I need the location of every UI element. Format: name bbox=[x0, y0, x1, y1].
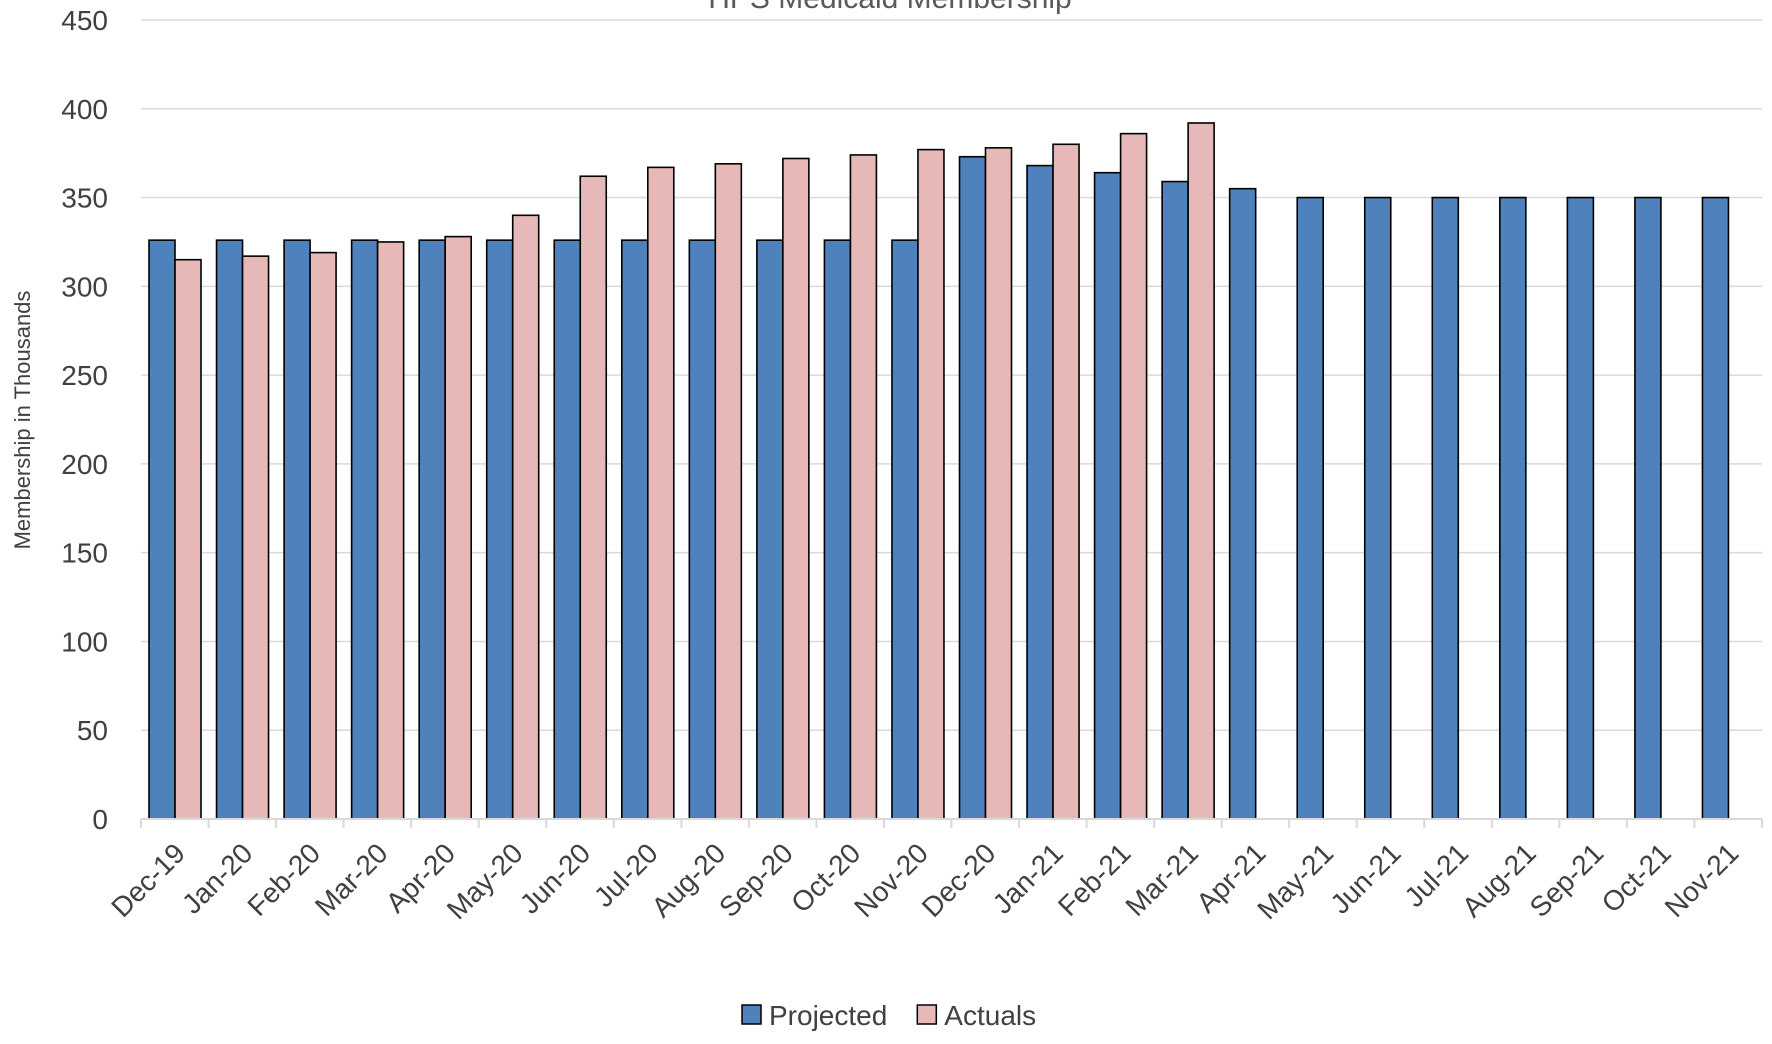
x-tick-label: Jan-20 bbox=[176, 837, 258, 919]
bar-actuals-10 bbox=[849, 154, 878, 820]
legend-label-actuals: Actuals bbox=[944, 1000, 1036, 1031]
x-tick-label: Feb-21 bbox=[1052, 837, 1137, 922]
bar-projected-4 bbox=[418, 239, 446, 820]
x-tick-label: Jun-21 bbox=[1324, 837, 1406, 919]
bar-projected-1 bbox=[215, 239, 244, 820]
x-tick-label: Mar-20 bbox=[309, 837, 394, 922]
bar-projected-23 bbox=[1701, 196, 1730, 820]
y-tick-label: 200 bbox=[61, 449, 108, 480]
bar-projected-16 bbox=[1228, 187, 1257, 820]
bar-projected-14 bbox=[1093, 171, 1122, 820]
bar-projected-8 bbox=[688, 239, 717, 820]
bar-projected-12 bbox=[958, 155, 987, 820]
y-tick-label: 50 bbox=[77, 715, 108, 746]
x-tick-label: Jan-21 bbox=[987, 837, 1069, 919]
legend: Projected Actuals bbox=[741, 1000, 1036, 1031]
x-tick-label: Nov-20 bbox=[848, 837, 934, 923]
bar-projected-6 bbox=[553, 239, 582, 820]
bar-projected-19 bbox=[1431, 196, 1460, 820]
x-tick-label: May-21 bbox=[1251, 837, 1339, 925]
bar-actuals-7 bbox=[646, 166, 675, 820]
bar-actuals-1 bbox=[241, 255, 270, 820]
x-tick-label: Feb-20 bbox=[241, 837, 326, 922]
bar-projected-2 bbox=[283, 239, 311, 820]
y-tick-label: 350 bbox=[61, 183, 108, 214]
bar-actuals-6 bbox=[579, 175, 608, 820]
x-tick-label: May-20 bbox=[441, 837, 529, 925]
bars bbox=[148, 122, 1730, 820]
legend-label-projected: Projected bbox=[769, 1000, 887, 1031]
x-tick-label: Aug-20 bbox=[646, 837, 732, 923]
x-tick-label: Aug-21 bbox=[1456, 837, 1542, 923]
bar-projected-7 bbox=[620, 239, 649, 820]
bar-actuals-15 bbox=[1187, 122, 1215, 820]
bar-actuals-0 bbox=[174, 258, 202, 820]
x-tick-label: Mar-21 bbox=[1119, 837, 1204, 922]
bar-projected-17 bbox=[1296, 196, 1325, 820]
legend-swatch-actuals bbox=[916, 1004, 938, 1025]
y-tick-label: 450 bbox=[61, 5, 108, 36]
chart-title: HPS Medicaid Membership bbox=[708, 0, 1071, 15]
bar-projected-18 bbox=[1363, 196, 1392, 820]
x-tick-label: Dec-20 bbox=[916, 837, 1002, 923]
bar-projected-9 bbox=[756, 239, 784, 820]
bar-actuals-11 bbox=[917, 148, 945, 820]
bar-actuals-12 bbox=[984, 147, 1013, 820]
y-tick-label: 0 bbox=[92, 804, 108, 835]
bar-projected-10 bbox=[823, 239, 852, 820]
bar-projected-11 bbox=[891, 239, 919, 820]
bar-actuals-5 bbox=[511, 214, 540, 820]
bar-projected-20 bbox=[1499, 196, 1527, 820]
bar-actuals-13 bbox=[1052, 143, 1080, 820]
bar-projected-5 bbox=[485, 239, 514, 820]
y-tick-label: 400 bbox=[61, 94, 108, 125]
bar-actuals-3 bbox=[376, 241, 405, 820]
bar-projected-21 bbox=[1566, 196, 1595, 820]
legend-swatch-projected bbox=[741, 1004, 762, 1025]
gridlines bbox=[141, 19, 1762, 731]
x-tick-label: Dec-19 bbox=[105, 837, 191, 923]
bar-actuals-14 bbox=[1119, 132, 1148, 820]
x-tick-label: Jun-20 bbox=[514, 837, 596, 919]
bar-actuals-2 bbox=[309, 251, 337, 820]
y-axis-title: Membership in Thousands bbox=[10, 291, 35, 550]
bar-actuals-8 bbox=[714, 163, 743, 820]
x-tick-label: Sep-21 bbox=[1524, 837, 1610, 923]
bar-projected-0 bbox=[148, 239, 176, 820]
bar-projected-22 bbox=[1634, 196, 1662, 820]
x-tick-label: Nov-21 bbox=[1659, 837, 1745, 923]
bar-projected-15 bbox=[1161, 180, 1189, 820]
bar-actuals-4 bbox=[444, 235, 472, 820]
y-tick-label: 150 bbox=[61, 538, 108, 569]
y-tick-label: 250 bbox=[61, 360, 108, 391]
y-tick-label: 300 bbox=[61, 271, 108, 302]
bar-projected-13 bbox=[1026, 164, 1054, 820]
bar-actuals-9 bbox=[782, 157, 810, 820]
x-tick-label: Sep-20 bbox=[713, 837, 799, 923]
y-tick-label: 100 bbox=[61, 626, 108, 657]
bar-projected-3 bbox=[350, 239, 379, 820]
